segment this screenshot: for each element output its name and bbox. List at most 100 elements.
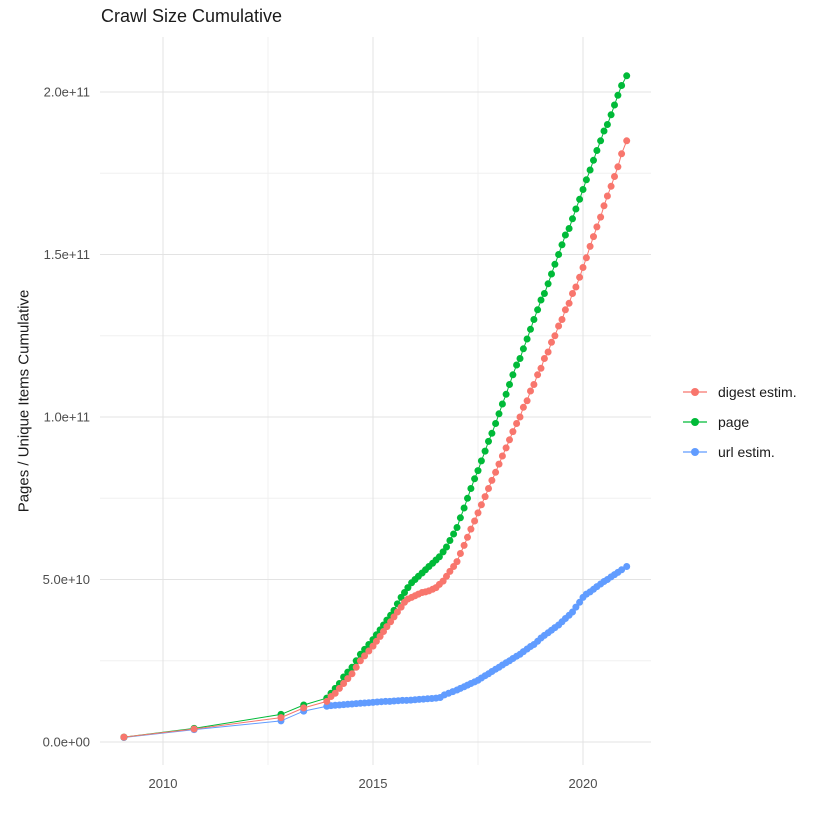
- series-point-digest-estim-: [586, 242, 594, 250]
- series-point-page: [474, 467, 482, 475]
- y-tick-label: 5.0e+10: [43, 572, 90, 587]
- series-point-page: [401, 589, 408, 596]
- series-point-digest-estim-: [474, 509, 482, 517]
- series-point-page: [600, 127, 608, 135]
- series-point-digest-estim-: [352, 663, 360, 671]
- series-point-page: [537, 296, 545, 304]
- series-point-digest-estim-: [569, 290, 576, 297]
- series-point-page: [450, 530, 458, 538]
- series-point-digest-estim-: [607, 182, 615, 190]
- series-point-url-estim-: [569, 608, 576, 616]
- series-point-digest-estim-: [485, 485, 492, 492]
- series-point-page: [467, 485, 475, 492]
- series-point-digest-estim-: [393, 608, 401, 616]
- series-point-digest-estim-: [558, 316, 566, 323]
- series-point-digest-estim-: [544, 348, 552, 356]
- series-point-page: [558, 241, 566, 249]
- series-point-digest-estim-: [376, 632, 384, 640]
- y-tick-label: 2.0e+11: [44, 85, 90, 100]
- series-point-page: [576, 195, 584, 203]
- series-point-digest-estim-: [380, 628, 387, 635]
- series-point-digest-estim-: [300, 704, 308, 712]
- series-point-digest-estim-: [530, 381, 538, 388]
- series-point-digest-estim-: [523, 397, 531, 405]
- series-point-digest-estim-: [456, 550, 464, 557]
- series-point-digest-estim-: [348, 670, 356, 678]
- series-point-digest-estim-: [277, 714, 285, 722]
- series-point-page: [443, 543, 450, 551]
- series-point-page: [569, 215, 576, 223]
- x-tick-label: 2020: [569, 776, 598, 791]
- series-point-page: [435, 553, 443, 561]
- series-point-page: [492, 420, 500, 427]
- series-point-digest-estim-: [443, 572, 450, 580]
- series-point-digest-estim-: [534, 371, 542, 379]
- series-point-digest-estim-: [335, 684, 343, 692]
- y-tick-label: 1.5e+11: [44, 247, 90, 262]
- series-point-digest-estim-: [572, 283, 580, 291]
- legend-label: url estim.: [718, 444, 775, 460]
- series-point-page: [590, 156, 597, 164]
- legend-key-icon: [683, 388, 707, 396]
- series-point-page: [527, 325, 534, 333]
- series-point-digest-estim-: [340, 680, 348, 687]
- series-point-digest-estim-: [603, 192, 611, 200]
- series-point-page: [460, 504, 468, 512]
- series-point-page: [597, 137, 605, 145]
- series-point-digest-estim-: [450, 563, 458, 570]
- series-point-page: [477, 457, 485, 465]
- series-point-page: [565, 225, 573, 232]
- series-point-url-estim-: [576, 598, 584, 606]
- series-point-digest-estim-: [365, 647, 373, 655]
- series-point-page: [593, 147, 601, 154]
- series-point-page: [603, 121, 611, 128]
- legend: digest estim. page url estim.: [682, 377, 797, 467]
- series-point-digest-estim-: [488, 476, 496, 484]
- series-point-digest-estim-: [464, 533, 471, 541]
- legend-item-page: page: [682, 407, 797, 437]
- legend-key-icon: [683, 448, 707, 456]
- y-axis-title: Pages / Unique Items Cumulative: [15, 289, 33, 513]
- series-point-digest-estim-: [467, 525, 475, 533]
- series-point-page: [551, 260, 559, 268]
- series-point-digest-estim-: [623, 137, 631, 145]
- series-point-page: [506, 381, 513, 388]
- series-point-page: [488, 429, 496, 437]
- series-point-url-estim-: [618, 566, 626, 574]
- series-line-url-estim-: [123, 566, 627, 738]
- series-point-page: [446, 537, 454, 544]
- series-point-page: [548, 270, 555, 278]
- legend-label: digest estim.: [718, 384, 797, 400]
- series-point-page: [623, 72, 631, 80]
- series-point-digest-estim-: [331, 689, 339, 697]
- series-point-page: [498, 400, 506, 408]
- series-point-page: [404, 584, 412, 592]
- series-point-digest-estim-: [597, 213, 605, 221]
- series-point-url-estim-: [572, 603, 580, 611]
- series-point-digest-estim-: [516, 413, 524, 421]
- series-point-digest-estim-: [513, 420, 521, 427]
- series-point-page: [456, 514, 464, 522]
- series-point-digest-estim-: [323, 697, 331, 705]
- series-point-page: [572, 205, 580, 213]
- y-tick-label: 1.0e+11: [44, 410, 90, 425]
- series-point-digest-estim-: [361, 652, 369, 660]
- series-point-page: [471, 475, 479, 483]
- series-point-digest-estim-: [600, 202, 608, 210]
- series-point-digest-estim-: [481, 493, 489, 501]
- series-point-digest-estim-: [372, 637, 380, 645]
- series-point-page: [614, 91, 622, 99]
- series-point-page: [485, 437, 492, 445]
- series-point-page: [453, 524, 461, 531]
- series-point-digest-estim-: [120, 733, 128, 741]
- series-point-page: [618, 82, 626, 89]
- series-point-page: [534, 306, 542, 314]
- series-point-page: [509, 371, 517, 379]
- series-point-digest-estim-: [344, 675, 352, 683]
- series-point-digest-estim-: [551, 332, 559, 340]
- series-point-page: [530, 316, 538, 323]
- series-point-digest-estim-: [502, 444, 510, 452]
- series-point-digest-estim-: [492, 468, 500, 476]
- series-point-page: [516, 355, 524, 362]
